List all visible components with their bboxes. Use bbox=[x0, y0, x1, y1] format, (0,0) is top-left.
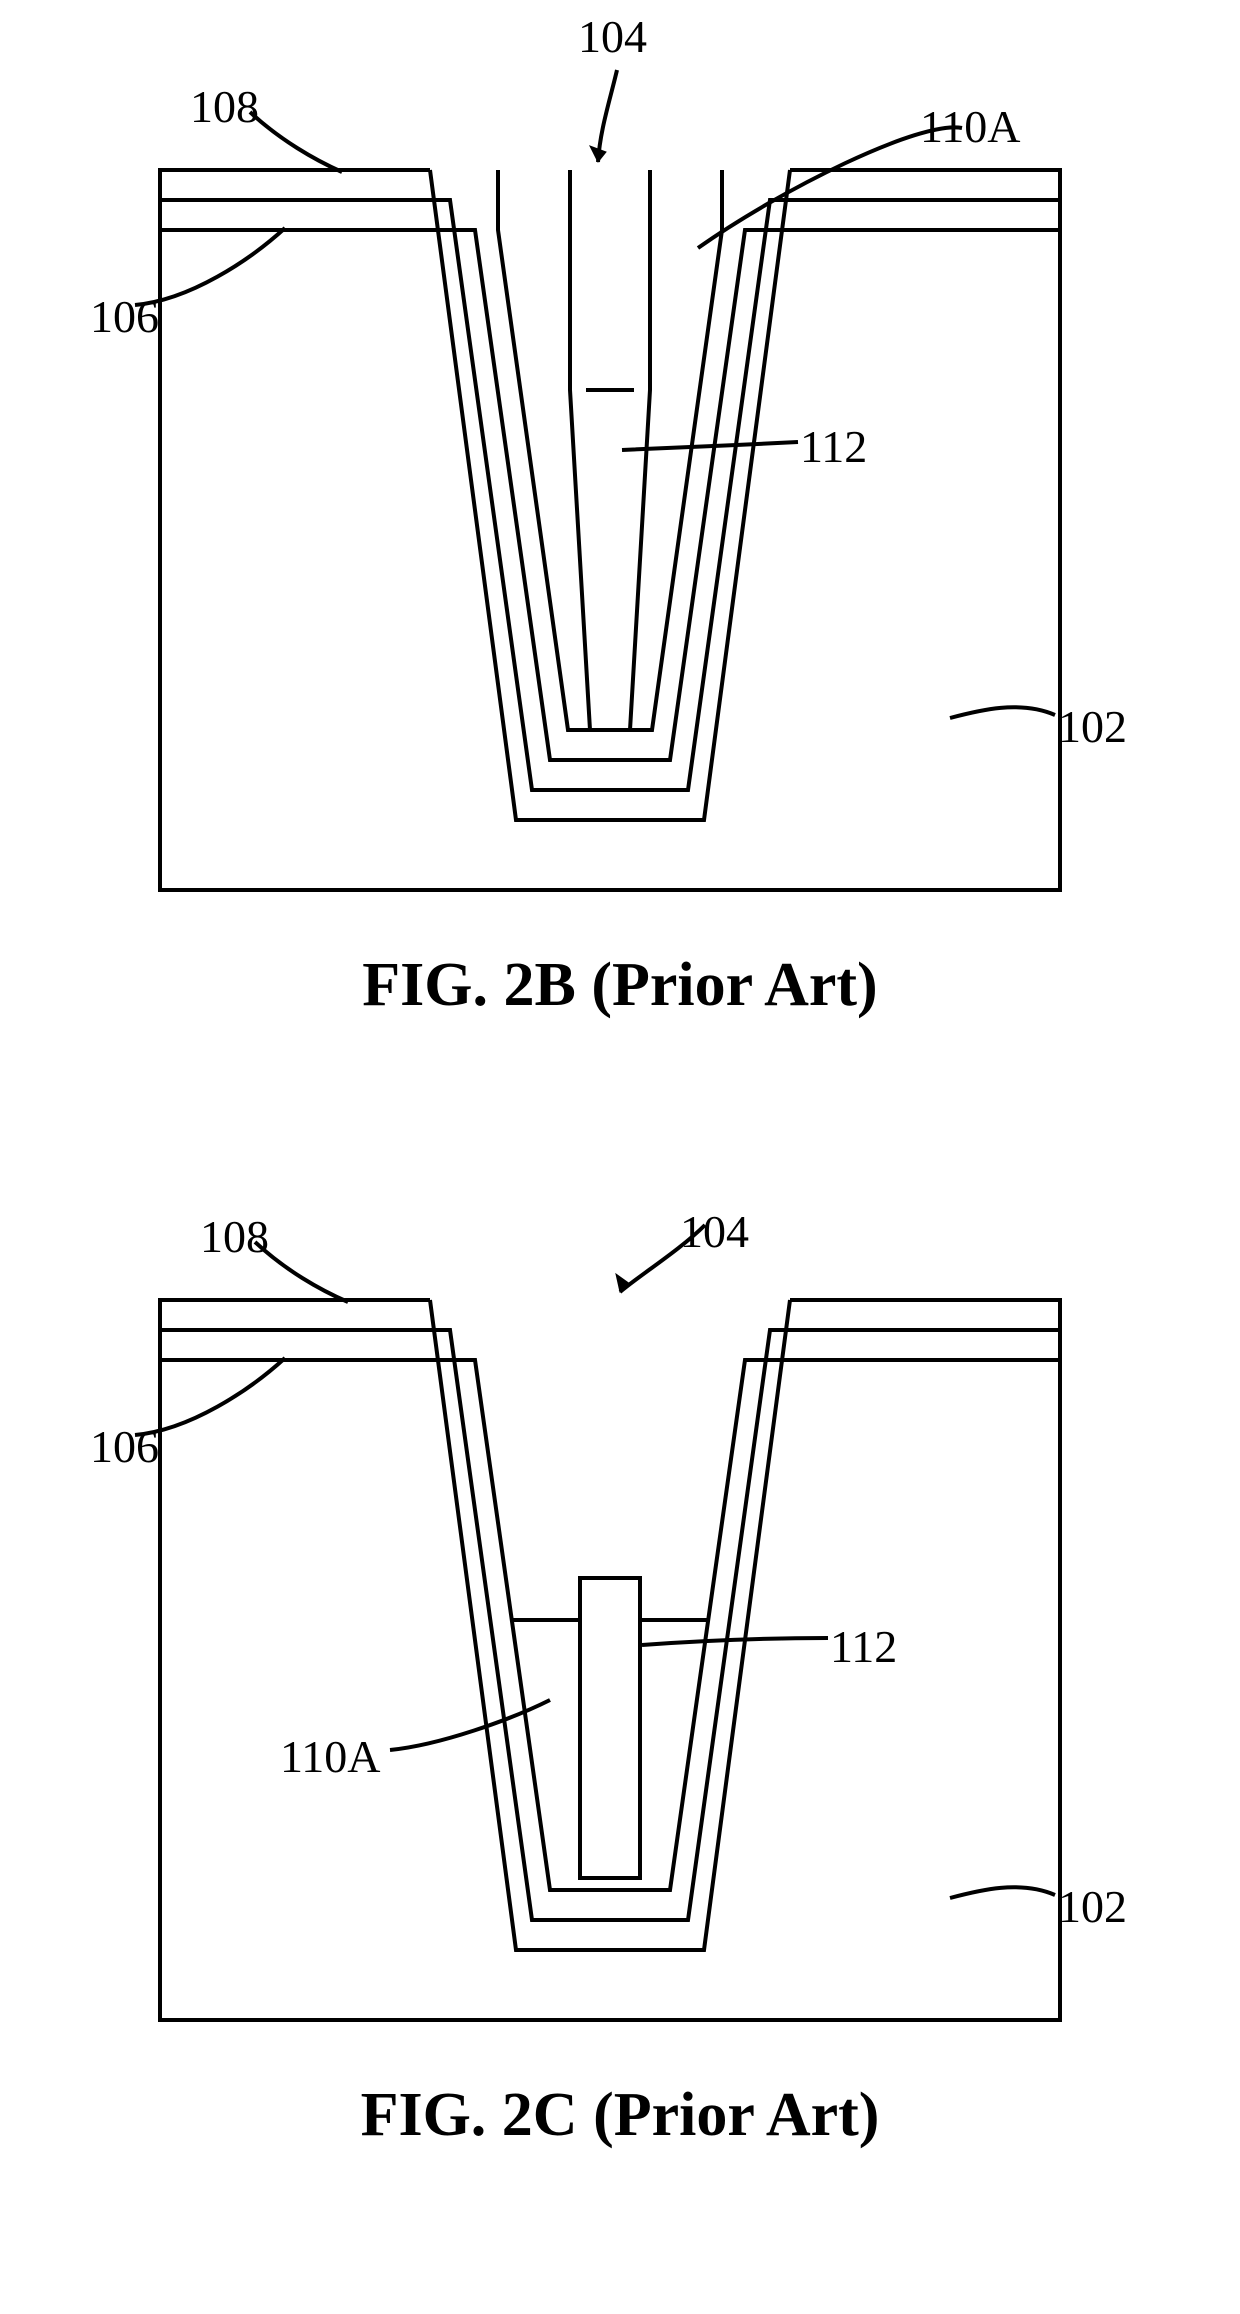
lead-108-b bbox=[250, 112, 342, 172]
layer-106-inner bbox=[160, 230, 1060, 760]
layer-108-inner bbox=[160, 200, 1060, 790]
label-110A-c: 110A bbox=[280, 1730, 381, 1783]
trench-outer-wall-b bbox=[430, 170, 790, 820]
arrowhead-104-c bbox=[616, 1274, 630, 1292]
label-112-c: 112 bbox=[830, 1620, 897, 1673]
label-104-c: 104 bbox=[680, 1205, 749, 1258]
caption-2b: FIG. 2B (Prior Art) bbox=[0, 950, 1240, 1021]
figure-2c-svg bbox=[80, 1180, 1160, 2060]
label-106-c: 106 bbox=[90, 1420, 159, 1473]
figure-2b-svg bbox=[80, 50, 1160, 930]
label-112-b: 112 bbox=[800, 420, 867, 473]
layer-110A-outer-b bbox=[498, 170, 722, 730]
caption-2c: FIG. 2C (Prior Art) bbox=[0, 2080, 1240, 2151]
label-104-b: 104 bbox=[578, 10, 647, 63]
label-110A-b: 110A bbox=[920, 100, 1021, 153]
label-102-c: 102 bbox=[1058, 1880, 1127, 1933]
lead-104-b bbox=[598, 70, 617, 162]
substrate-102 bbox=[160, 170, 1060, 890]
lead-112-c bbox=[642, 1638, 828, 1645]
lead-102-c bbox=[950, 1887, 1055, 1898]
void-112-pillar-c bbox=[580, 1578, 640, 1878]
label-106-b: 106 bbox=[90, 290, 159, 343]
label-108-b: 108 bbox=[190, 80, 259, 133]
label-108-c: 108 bbox=[200, 1210, 269, 1263]
lead-102-b bbox=[950, 707, 1055, 718]
label-102-b: 102 bbox=[1058, 700, 1127, 753]
